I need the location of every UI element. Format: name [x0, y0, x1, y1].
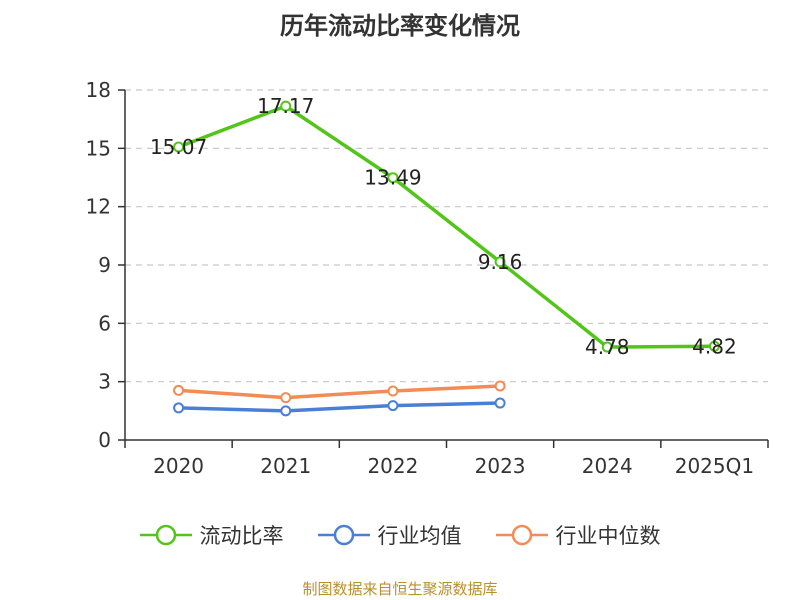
x-tick-label: 2024: [582, 454, 633, 478]
legend-label: 流动比率: [199, 524, 284, 548]
x-tick-label: 2023: [475, 454, 526, 478]
data-point: [494, 397, 506, 409]
data-label: 9.16: [478, 250, 523, 274]
data-point: [494, 256, 506, 268]
data-point: [280, 392, 292, 404]
legend-item-0[interactable]: 流动比率: [139, 520, 284, 550]
data-point: [173, 402, 185, 414]
y-tick-label: 12: [86, 195, 111, 219]
y-tick-label: 15: [86, 136, 111, 160]
legend-marker-icon: [495, 524, 548, 546]
y-tick-label: 18: [86, 78, 111, 102]
data-point: [280, 405, 292, 417]
y-tick-label: 0: [98, 428, 111, 452]
data-point: [387, 400, 399, 412]
x-tick-label: 2025Q1: [675, 454, 754, 478]
data-point: [387, 172, 399, 184]
x-tick-label: 2021: [260, 454, 311, 478]
legend-label: 行业中位数: [555, 524, 661, 548]
data-label: 15.07: [150, 135, 207, 159]
data-point: [601, 341, 613, 353]
legend-marker-icon: [317, 524, 370, 546]
data-label: 17.17: [257, 94, 314, 118]
y-tick-label: 9: [98, 253, 111, 277]
series-line-2: [178, 384, 501, 400]
data-label: 4.78: [585, 335, 630, 359]
x-tick-label: 2020: [153, 454, 204, 478]
data-point: [173, 384, 185, 396]
data-point: [173, 141, 185, 153]
legend-item-2[interactable]: 行业中位数: [495, 520, 661, 550]
data-point: [494, 380, 506, 392]
y-tick-label: 6: [98, 311, 111, 335]
legend-marker-icon: [139, 524, 192, 546]
x-tick-label: 2022: [367, 454, 418, 478]
data-point: [387, 385, 399, 397]
series-line-0: [177, 104, 715, 349]
data-label: 4.82: [692, 334, 737, 358]
chart-legend: 流动比率 行业均值 行业中位数: [0, 520, 800, 550]
data-label: 13.49: [364, 166, 421, 190]
legend-label: 行业均值: [377, 524, 462, 548]
series-line-1: [178, 401, 501, 413]
data-point: [280, 100, 292, 112]
data-point: [708, 340, 720, 352]
y-tick-label: 3: [98, 370, 111, 394]
data-source-note: 制图数据来自恒生聚源数据库: [302, 580, 498, 598]
chart-title: 历年流动比率变化情况: [280, 12, 520, 40]
legend-item-1[interactable]: 行业均值: [317, 520, 462, 550]
